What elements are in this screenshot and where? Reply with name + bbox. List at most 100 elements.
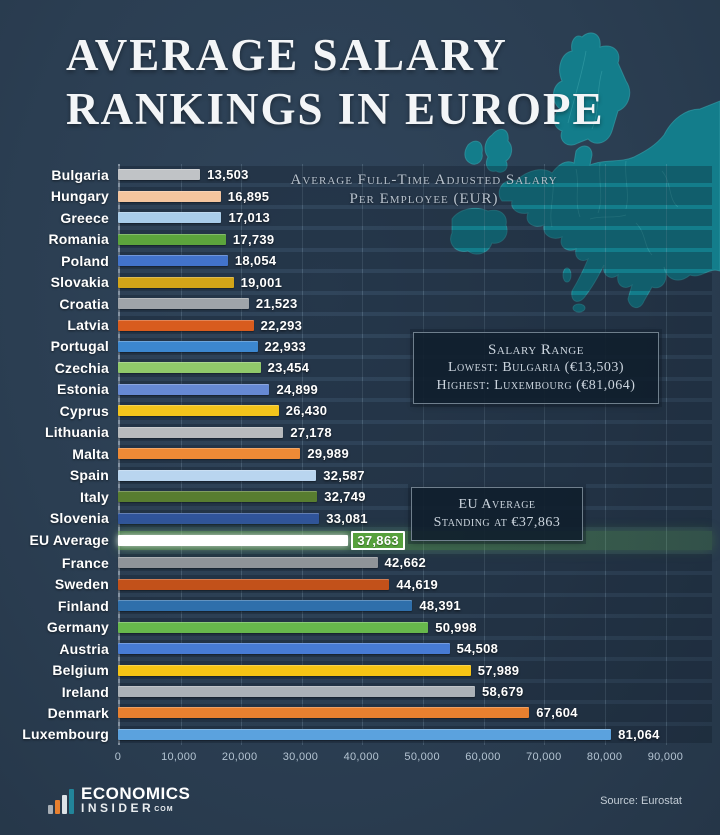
value-label: 18,054: [234, 253, 277, 269]
bar: [118, 664, 471, 676]
row-plot: 32,587: [118, 466, 712, 485]
bar-row: Hungary 16,895: [0, 185, 712, 206]
bar-row: Denmark 67,604: [0, 702, 712, 723]
country-label: Slovenia: [49, 510, 109, 527]
map-mainland: [498, 100, 720, 308]
title-line-1: AVERAGE SALARY: [66, 30, 508, 80]
bar: [118, 491, 318, 503]
bar: [118, 255, 228, 267]
country-label: France: [61, 554, 109, 571]
value-label: 58,679: [481, 684, 524, 700]
row-plot: 57,989: [118, 661, 712, 679]
axis-tick-label: 80,000: [586, 751, 623, 763]
bar-row: EU Average 37,863: [0, 529, 712, 552]
row-plot: 54,508: [118, 639, 712, 658]
value-label: 22,933: [264, 338, 307, 354]
value-label: 21,523: [255, 296, 298, 312]
bar: [118, 578, 390, 590]
axis-tick-label: 40,000: [343, 751, 380, 763]
country-label: Slovakia: [50, 274, 109, 291]
map-sardinia: [562, 267, 572, 283]
bar: [118, 169, 201, 181]
gridline: [362, 164, 364, 745]
bar: [118, 212, 222, 224]
page-title: AVERAGE SALARY RANKINGS IN EUROPE: [66, 28, 605, 136]
value-label: 37,863: [351, 530, 405, 550]
row-plot: 22,293: [118, 316, 712, 334]
source-credit: Source: Eurostat: [600, 795, 682, 807]
bar: [118, 686, 475, 698]
value-label: 42,662: [384, 555, 427, 571]
row-plot: 21,523: [118, 294, 712, 313]
axis-tick-label: 90,000: [647, 751, 684, 763]
gridline: [665, 164, 667, 745]
row-plot: 18,054: [118, 251, 712, 270]
country-label: Ireland: [61, 683, 109, 700]
gridline: [301, 164, 303, 745]
country-label: Cyprus: [59, 402, 109, 419]
row-plot: 13,503: [118, 166, 712, 184]
subtitle-line-1: Average Full-Time Adjusted Salary: [290, 172, 558, 188]
country-label: Austria: [59, 640, 109, 657]
gridline: [483, 164, 485, 745]
bar: [118, 362, 261, 374]
logo-line-2: INSIDERCOM: [81, 801, 174, 815]
bar: [118, 728, 612, 740]
value-label: 24,899: [276, 381, 319, 397]
value-label: 54,508: [456, 641, 499, 657]
row-plot: 48,391: [118, 596, 712, 615]
axis-tick-label: 20,000: [221, 751, 258, 763]
country-label: Denmark: [47, 704, 109, 721]
row-plot: 17,013: [118, 208, 712, 227]
bar-row: Malta 29,989: [0, 443, 712, 464]
country-label: Czechia: [54, 359, 109, 376]
salary-range-callout: Salary Range Lowest: Bulgaria (€13,503) …: [413, 332, 659, 404]
gridline: [423, 164, 425, 745]
country-label: Belgium: [52, 662, 109, 679]
logo-line-1: ECONOMICS: [81, 784, 191, 803]
country-label: Hungary: [50, 188, 109, 205]
row-plot: 27,178: [118, 423, 712, 442]
row-plot: 19,001: [118, 273, 712, 291]
axis-tick-label: 30,000: [282, 751, 319, 763]
logo-suffix: COM: [154, 806, 174, 813]
bar-row: Luxembourg 81,064: [0, 724, 712, 745]
value-label: 57,989: [477, 662, 520, 678]
gridline: [544, 164, 546, 745]
row-plot: 67,604: [118, 704, 712, 722]
row-plot: 26,430: [118, 402, 712, 420]
country-label: Spain: [69, 467, 109, 484]
value-label: 32,749: [324, 489, 366, 505]
bar-row: Poland 18,054: [0, 250, 712, 271]
bar-row: Cyprus 26,430: [0, 400, 712, 421]
row-plot: 50,998: [118, 618, 712, 636]
bar: [118, 448, 301, 460]
country-label: Lithuania: [44, 424, 109, 441]
bar-row: Greece 17,013: [0, 207, 712, 228]
bar: [118, 469, 317, 481]
value-label: 50,998: [435, 619, 477, 635]
value-label: 17,013: [228, 210, 271, 226]
row-plot: 16,895: [118, 187, 712, 205]
bar: [118, 426, 284, 438]
bar: [118, 621, 429, 633]
bar: [118, 298, 249, 310]
value-label: 26,430: [285, 403, 328, 419]
bar: [118, 340, 258, 352]
row-plot: 42,662: [118, 553, 712, 572]
salary-range-highest: Highest: Luxembourg (€81,064): [436, 378, 636, 393]
bar-row: Croatia 21,523: [0, 293, 712, 314]
bar-row: Italy 32,749: [0, 486, 712, 507]
logo-text: ECONOMICS INSIDERCOM: [81, 785, 190, 816]
bar: [118, 190, 221, 202]
bar: [118, 383, 270, 395]
eu-average-line-2: Standing at €37,863: [433, 515, 561, 530]
bar-row: Austria 54,508: [0, 638, 712, 659]
bar-row: Germany 50,998: [0, 616, 712, 637]
bar-row: Ireland 58,679: [0, 681, 712, 702]
value-label: 22,293: [260, 317, 303, 333]
bar-row: Romania 17,739: [0, 228, 712, 249]
axis-tick-label: 70,000: [526, 751, 562, 763]
map-scandinavia: [553, 32, 631, 146]
